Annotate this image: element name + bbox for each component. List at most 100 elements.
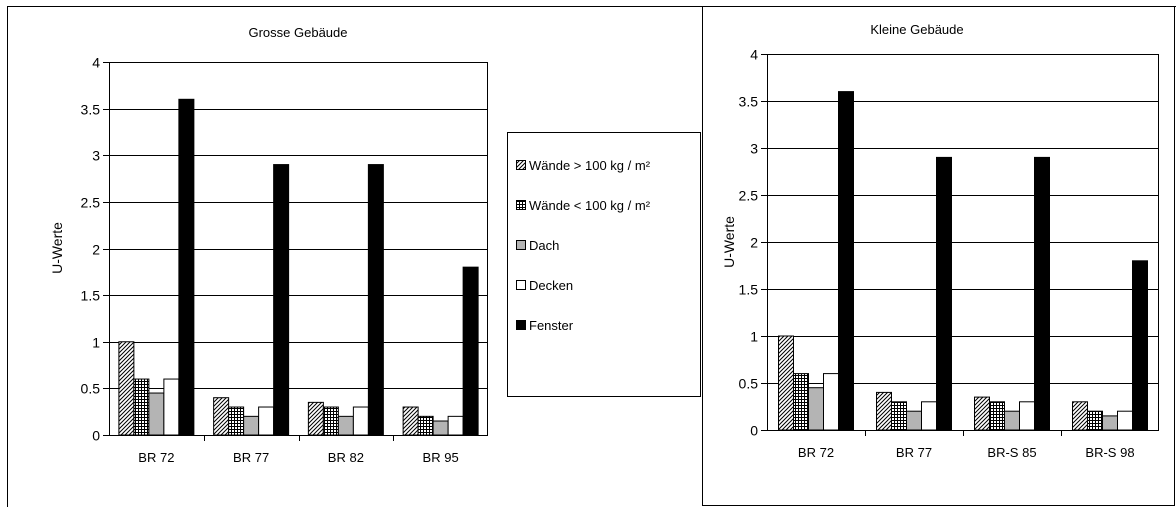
bars [118,98,479,436]
y-tick-label: 3.5 [81,102,101,118]
y-tick-labels: 0 0.5 1 1.5 2 2.5 3 3.5 4 [739,47,759,439]
y-axis-label: U-Werte [721,216,737,268]
category-label: BR 72 [798,445,834,460]
bar-roof-0 [808,387,824,431]
y-tick-label: 1 [92,335,100,351]
gridlines [109,62,488,389]
legend-item-windows: Fenster [516,318,574,333]
y-tick-label: 3 [750,141,758,157]
bar-walls-heavy-0 [118,341,135,436]
y-tick-labels: 0 0.5 1 1.5 2 2.5 3 3.5 4 [81,55,101,444]
bar-walls-light-1 [891,401,907,431]
bar-windows-0 [838,91,854,431]
chart-grosse-gebaeude: Grosse Gebäude U-Werte 0 0.5 1 1.5 2 2.5 3 3.5 4… [49,25,488,465]
bar-roof-1 [906,410,922,431]
bar-walls-light-2 [322,406,339,436]
y-tick-label: 4 [92,55,100,71]
bar-roof-3 [1102,415,1118,431]
bar-ceilings-0 [823,373,839,431]
bar-walls-heavy-3 [1072,401,1088,431]
chart-title: Kleine Gebäude [870,22,963,37]
y-axis-label: U-Werte [49,222,65,274]
category-label: BR 77 [233,450,269,465]
bar-walls-light-0 [793,373,809,431]
y-tick-label: 2 [750,235,758,251]
bar-ceilings-3 [1117,410,1133,431]
category-label: BR-S 85 [987,445,1036,460]
bar-walls-heavy-1 [876,391,892,431]
bar-windows-1 [936,156,952,431]
legend-item-roof: Dach [516,238,559,253]
bar-walls-heavy-3 [402,406,419,436]
bar-walls-heavy-1 [213,397,230,436]
y-tick-label: 1 [750,329,758,345]
bar-roof-2 [1004,410,1020,431]
y-tick-label: 2 [92,242,100,258]
legend-item-ceilings: Decken [516,278,573,293]
bar-ceilings-2 [1019,401,1035,431]
y-tick-label: 3.5 [739,94,759,110]
category-label: BR-S 98 [1085,445,1134,460]
bar-walls-light-2 [989,401,1005,431]
y-tick-label: 2.5 [81,195,101,211]
legend-swatch [516,320,526,330]
bar-walls-heavy-2 [307,401,324,436]
bar-windows-3 [1132,260,1148,431]
y-tick-label: 0.5 [739,376,759,392]
bar-windows-2 [1034,156,1050,431]
legend-swatch [516,280,526,290]
right-chart-frame [702,6,1175,506]
bar-windows-3 [462,266,479,436]
legend-swatch [516,240,526,250]
category-label: BR 72 [138,450,174,465]
category-label: BR 77 [896,445,932,460]
bar-roof-3 [432,420,449,436]
bar-ceilings-0 [163,378,180,436]
chart-kleine-gebaeude: Kleine Gebäude U-Werte 0 0.5 1 1.5 2 2.5 3 3.5 4… [721,22,1159,460]
chart-title: Grosse Gebäude [248,25,347,40]
y-tick-label: 0.5 [81,381,101,397]
bar-roof-2 [337,415,354,436]
bar-walls-light-0 [133,378,150,436]
legend-label: Wände < 100 kg / m² [529,198,651,213]
bar-ceilings-2 [352,406,369,436]
bar-ceilings-3 [447,415,464,436]
bar-roof-1 [243,415,260,436]
y-tick-label: 4 [750,47,758,63]
bar-walls-heavy-0 [778,335,794,431]
axes [761,54,1159,436]
bar-walls-light-3 [417,415,434,436]
legend-item-walls-light: Wände < 100 kg / m² [516,198,651,213]
bar-ceilings-1 [258,406,275,436]
category-labels: BR 72 BR 77 BR-S 85 BR-S 98 [798,445,1135,460]
bars [778,91,1148,431]
y-tick-label: 0 [750,423,758,439]
bar-windows-2 [367,164,384,436]
y-tick-label: 3 [92,148,100,164]
legend-box [507,132,701,397]
axes [103,62,488,441]
y-tick-label: 1.5 [739,282,759,298]
bar-windows-0 [178,98,195,436]
category-label: BR 82 [328,450,364,465]
category-label: BR 95 [423,450,459,465]
legend-items: Wände > 100 kg / m² Wände < 100 kg / m² Da… [516,158,651,333]
bar-roof-0 [148,392,165,436]
legend-swatch [516,160,526,170]
y-tick-label: 2.5 [739,188,759,204]
legend: Wände > 100 kg / m² Wände < 100 kg / m² Da… [507,132,701,397]
legend-label: Dach [529,238,559,253]
bar-walls-light-3 [1087,410,1103,431]
legend-swatch [516,200,526,210]
bar-walls-light-1 [228,406,245,436]
y-tick-label: 1.5 [81,288,101,304]
bar-ceilings-1 [921,401,937,431]
bar-walls-heavy-2 [974,396,990,431]
legend-label: Decken [529,278,573,293]
legend-label: Fenster [529,318,574,333]
category-labels: BR 72 BR 77 BR 82 BR 95 [138,450,458,465]
gridlines [767,54,1159,384]
legend-label: Wände > 100 kg / m² [529,158,651,173]
y-tick-label: 0 [92,428,100,444]
